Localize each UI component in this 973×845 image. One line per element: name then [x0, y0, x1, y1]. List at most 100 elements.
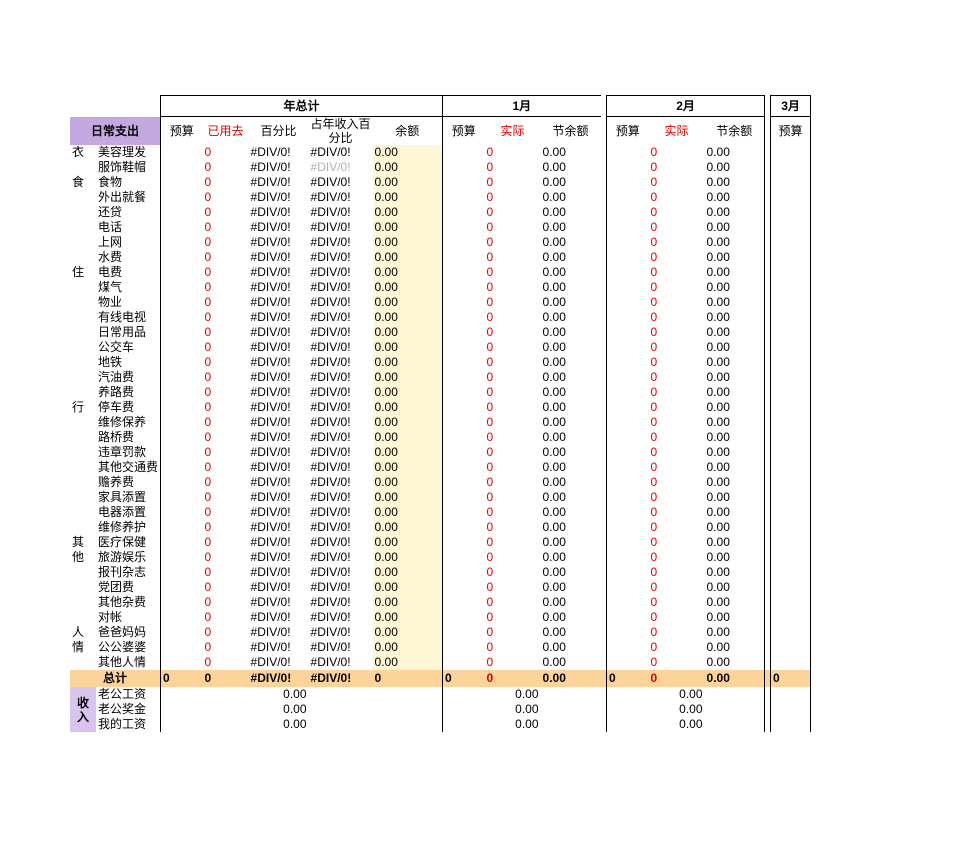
cell-pct[interactable]: #DIV/0! — [249, 415, 309, 430]
cell-balance[interactable]: 0.00 — [373, 250, 443, 265]
cell-m1-bud[interactable] — [443, 445, 485, 460]
cell-m2-bud[interactable] — [607, 190, 649, 205]
cell-m1-sav[interactable]: 0.00 — [541, 190, 601, 205]
cell-m2-act[interactable]: 0 — [649, 160, 705, 175]
cell-m1-bud[interactable] — [443, 295, 485, 310]
cell-m2-sav[interactable]: 0.00 — [705, 250, 765, 265]
cell-used-year-bud[interactable] — [161, 340, 203, 355]
cell-balance[interactable]: 0.00 — [373, 295, 443, 310]
cell-m2-bud[interactable] — [607, 610, 649, 625]
cell-m2-sav[interactable]: 0.00 — [705, 235, 765, 250]
cell-m2-sav[interactable]: 0.00 — [705, 205, 765, 220]
cell-m2-act[interactable]: 0 — [649, 520, 705, 535]
cell-used-year-bud[interactable] — [161, 520, 203, 535]
cell-m3-bud[interactable] — [771, 310, 811, 325]
cell-m2-bud[interactable] — [607, 505, 649, 520]
cell-pct[interactable]: #DIV/0! — [249, 250, 309, 265]
cell-m1-act[interactable]: 0 — [485, 625, 541, 640]
cell-m1-bud[interactable] — [443, 190, 485, 205]
cell-used-year-bud[interactable] — [161, 565, 203, 580]
cell-m2-sav[interactable]: 0.00 — [705, 400, 765, 415]
cell-ypct[interactable]: #DIV/0! — [309, 415, 373, 430]
cell-m3-bud[interactable] — [771, 625, 811, 640]
cell-pct[interactable]: #DIV/0! — [249, 385, 309, 400]
cell-m2-bud[interactable] — [607, 640, 649, 655]
cell-m2-bud[interactable] — [607, 280, 649, 295]
cell-m2-sav[interactable]: 0.00 — [705, 220, 765, 235]
cell-used[interactable]: 0 — [203, 490, 249, 505]
cell-m2-sav[interactable]: 0.00 — [705, 445, 765, 460]
cell-m2-act[interactable]: 0 — [649, 625, 705, 640]
cell-m3-bud[interactable] — [771, 325, 811, 340]
cell-m3-bud[interactable] — [771, 235, 811, 250]
cell-m2-act[interactable]: 0 — [649, 580, 705, 595]
cell-used-year-bud[interactable] — [161, 505, 203, 520]
cell-balance[interactable]: 0.00 — [373, 535, 443, 550]
cell-pct[interactable]: #DIV/0! — [249, 460, 309, 475]
cell-pct[interactable]: #DIV/0! — [249, 340, 309, 355]
cell-used[interactable]: 0 — [203, 220, 249, 235]
cell-m1-sav[interactable]: 0.00 — [541, 505, 601, 520]
cell-m3-bud[interactable] — [771, 610, 811, 625]
cell-pct[interactable]: #DIV/0! — [249, 400, 309, 415]
cell-ypct[interactable]: #DIV/0! — [309, 550, 373, 565]
cell-m2-act[interactable]: 0 — [649, 400, 705, 415]
cell-ypct[interactable]: #DIV/0! — [309, 235, 373, 250]
cell-ypct[interactable]: #DIV/0! — [309, 265, 373, 280]
cell-ypct[interactable]: #DIV/0! — [309, 595, 373, 610]
cell-m1-act[interactable]: 0 — [485, 325, 541, 340]
cell-m2-act[interactable]: 0 — [649, 655, 705, 670]
cell-m1-bud[interactable] — [443, 265, 485, 280]
cell-used[interactable]: 0 — [203, 370, 249, 385]
cell-used[interactable]: 0 — [203, 415, 249, 430]
cell-pct[interactable]: #DIV/0! — [249, 310, 309, 325]
cell-m2-act[interactable]: 0 — [649, 265, 705, 280]
cell-m1-act[interactable]: 0 — [485, 430, 541, 445]
cell-m2-bud[interactable] — [607, 460, 649, 475]
cell-m1-act[interactable]: 0 — [485, 580, 541, 595]
cell-used-year-bud[interactable] — [161, 190, 203, 205]
cell-used[interactable]: 0 — [203, 505, 249, 520]
cell-m2-bud[interactable] — [607, 220, 649, 235]
cell-m2-act[interactable]: 0 — [649, 445, 705, 460]
income-m2[interactable]: 0.00 — [649, 717, 705, 732]
cell-balance[interactable]: 0.00 — [373, 325, 443, 340]
cell-m2-act[interactable]: 0 — [649, 280, 705, 295]
cell-pct[interactable]: #DIV/0! — [249, 160, 309, 175]
cell-balance[interactable]: 0.00 — [373, 190, 443, 205]
cell-pct[interactable]: #DIV/0! — [249, 295, 309, 310]
cell-used-year-bud[interactable] — [161, 595, 203, 610]
cell-balance[interactable]: 0.00 — [373, 550, 443, 565]
cell-balance[interactable]: 0.00 — [373, 625, 443, 640]
cell-m1-act[interactable]: 0 — [485, 490, 541, 505]
cell-pct[interactable]: #DIV/0! — [249, 535, 309, 550]
cell-m2-sav[interactable]: 0.00 — [705, 265, 765, 280]
cell-m1-act[interactable]: 0 — [485, 310, 541, 325]
cell-ypct[interactable]: #DIV/0! — [309, 565, 373, 580]
cell-m3-bud[interactable] — [771, 295, 811, 310]
cell-pct[interactable]: #DIV/0! — [249, 265, 309, 280]
cell-m1-act[interactable]: 0 — [485, 145, 541, 160]
cell-ypct[interactable]: #DIV/0! — [309, 535, 373, 550]
cell-m1-bud[interactable] — [443, 430, 485, 445]
cell-used[interactable]: 0 — [203, 595, 249, 610]
cell-m2-act[interactable]: 0 — [649, 370, 705, 385]
cell-used-year-bud[interactable] — [161, 220, 203, 235]
cell-balance[interactable]: 0.00 — [373, 445, 443, 460]
cell-m1-act[interactable]: 0 — [485, 205, 541, 220]
cell-m3-bud[interactable] — [771, 415, 811, 430]
cell-m3-bud[interactable] — [771, 385, 811, 400]
cell-pct[interactable]: #DIV/0! — [249, 550, 309, 565]
cell-pct[interactable]: #DIV/0! — [249, 430, 309, 445]
cell-m3-bud[interactable] — [771, 535, 811, 550]
cell-m1-sav[interactable]: 0.00 — [541, 655, 601, 670]
cell-m2-act[interactable]: 0 — [649, 415, 705, 430]
cell-m3-bud[interactable] — [771, 640, 811, 655]
cell-m2-bud[interactable] — [607, 265, 649, 280]
cell-ypct[interactable]: #DIV/0! — [309, 580, 373, 595]
cell-used[interactable]: 0 — [203, 640, 249, 655]
cell-m1-bud[interactable] — [443, 655, 485, 670]
cell-m3-bud[interactable] — [771, 355, 811, 370]
cell-m3-bud[interactable] — [771, 190, 811, 205]
cell-used-year-bud[interactable] — [161, 430, 203, 445]
